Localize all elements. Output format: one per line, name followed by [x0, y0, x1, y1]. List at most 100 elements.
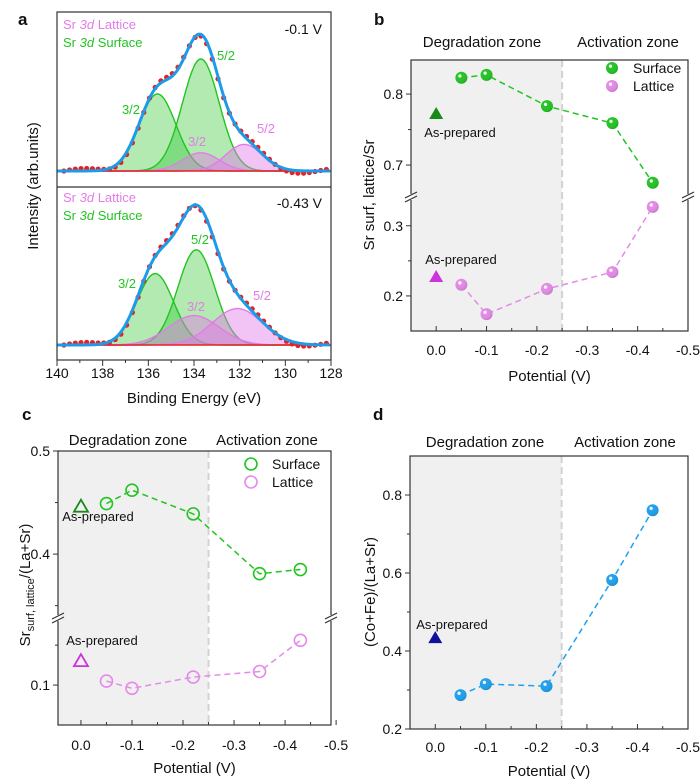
peak-fill-surface-5-2: [57, 249, 331, 345]
degradation-zone-label: Degradation zone: [69, 432, 187, 449]
x-tick-label: 0.0: [426, 342, 446, 358]
axis-break-mark: [324, 616, 338, 624]
panel-c: Degradation zone Activation zone 0.0 -0.1 -0…: [17, 432, 348, 777]
degradation-zone-shading: [411, 60, 563, 331]
axis-break-mark: [51, 612, 65, 620]
activation-zone-label: Activation zone: [216, 432, 318, 449]
series-lattice: [99, 633, 308, 696]
legend-label-surface: Surface: [633, 60, 681, 76]
legend-marker-surface-shine: [608, 64, 613, 68]
panel-b: Degradation zone Activation zone 0.0 -0.1 -0…: [361, 34, 700, 385]
panel-label-c: c: [22, 405, 31, 424]
data-point: [186, 670, 201, 684]
y-title-suffix: /(La+Sr): [17, 524, 34, 579]
x-tick-label: -0.4: [625, 739, 649, 755]
peak-label: 5/2: [253, 288, 271, 303]
panel-d: Degradation zone Activation zone 0.0 -0.1 -0…: [362, 434, 700, 780]
y-axis-title: (Co+Fe)/(La+Sr): [362, 537, 379, 647]
series-surface: [455, 68, 659, 189]
as-prepared-marker: [429, 106, 444, 119]
data-point-highlight: [646, 200, 659, 213]
peak-label: 3/2: [187, 299, 205, 314]
x-axis-title: Potential (V): [508, 368, 591, 385]
degradation-zone-label: Degradation zone: [426, 434, 544, 451]
as-prepared-label: As-prepared: [62, 509, 134, 524]
data-point-highlight: [646, 176, 659, 189]
axis-break-mark: [324, 612, 338, 620]
envelope-fit-line: [57, 32, 330, 173]
y-axis-title: Sr surf, lattice/Sr: [361, 140, 378, 251]
legend-text-orbital: 3d: [80, 17, 95, 32]
legend-text-prefix: Sr: [63, 35, 80, 50]
data-point: [99, 674, 114, 688]
x-tick-label: 132: [228, 365, 252, 381]
panel-label-d: d: [373, 405, 383, 424]
plot-frame: [57, 450, 332, 726]
data-point-highlight: [480, 68, 493, 81]
data-point: [99, 496, 114, 511]
axis-break-mark: [51, 616, 65, 624]
peak-fill-lattice-5-2: [57, 308, 331, 345]
x-tick-label: -0.2: [525, 342, 549, 358]
activation-zone-label: Activation zone: [574, 434, 676, 451]
y-title-subscript: surf, lattice: [25, 578, 37, 631]
axis-break-mark: [404, 195, 418, 203]
y-tick-label: 0.6: [383, 565, 403, 581]
data-point: [252, 566, 267, 581]
as-prepared-marker: [428, 631, 443, 644]
degradation-zone-shading: [58, 451, 209, 725]
x-tick-label: 128: [319, 365, 343, 381]
legend-label-surface: Surface: [272, 456, 320, 472]
legend-text-suffix: Surface: [94, 208, 142, 223]
data-point-highlight: [540, 680, 553, 693]
potential-label: -0.43 V: [277, 195, 323, 211]
peak-fill-surface-5-2: [57, 59, 331, 171]
legend-marker-lattice: [244, 475, 258, 489]
legend-text-prefix: Sr: [63, 190, 80, 205]
x-tick-label: -0.5: [324, 737, 348, 753]
as-prepared-label: As-prepared: [66, 633, 138, 648]
data-point-highlight: [540, 282, 553, 295]
data-point-shine: [483, 310, 487, 314]
legend-text-suffix: Surface: [94, 35, 142, 50]
plot-frame: [409, 455, 689, 730]
y-axis-title: Srsurf, lattice/(La+Sr): [17, 524, 37, 647]
x-tick-label: -0.2: [171, 737, 195, 753]
x-tick-label: 138: [91, 365, 115, 381]
legend-entry-lattice: Sr 3d Lattice: [63, 190, 136, 205]
x-tick-label: -0.1: [120, 737, 144, 753]
series-data: [454, 504, 659, 702]
axis-break-gap: [685, 194, 691, 200]
data-point: [293, 562, 308, 577]
x-tick-label: -0.2: [524, 739, 548, 755]
legend-marker-lattice-highlight: [606, 80, 618, 92]
legend-label-lattice: Lattice: [272, 474, 313, 490]
data-point-highlight: [455, 278, 468, 291]
as-prepared-marker: [429, 269, 444, 282]
legend-text-orbital: 3d: [80, 35, 95, 50]
y-tick-label: 0.3: [384, 218, 404, 234]
y-tick-label: 0.4: [383, 643, 403, 659]
y-tick-label: 0.4: [31, 546, 51, 562]
peak-label: 3/2: [118, 276, 136, 291]
x-tick-label: 134: [182, 365, 206, 381]
data-point-shine: [458, 74, 462, 78]
x-tick-label: -0.3: [575, 342, 599, 358]
x-axis-title: Potential (V): [508, 763, 591, 780]
data-point-highlight: [606, 266, 619, 279]
activation-zone-label: Activation zone: [577, 34, 679, 51]
as-prepared-label: As-prepared: [416, 617, 488, 632]
potential-label: -0.1 V: [285, 21, 323, 37]
x-tick-label: -0.5: [676, 342, 700, 358]
peak-label: 3/2: [122, 102, 140, 117]
data-point-shine: [609, 268, 613, 272]
data-point: [125, 681, 139, 696]
data-point-shine: [609, 576, 613, 580]
series-line: [106, 489, 301, 575]
data-point-highlight: [540, 100, 553, 113]
x-tick-label: -0.5: [676, 739, 700, 755]
axis-break-gap: [408, 194, 414, 200]
y-tick-label: 0.2: [384, 288, 404, 304]
x-tick-label: -0.1: [474, 342, 498, 358]
